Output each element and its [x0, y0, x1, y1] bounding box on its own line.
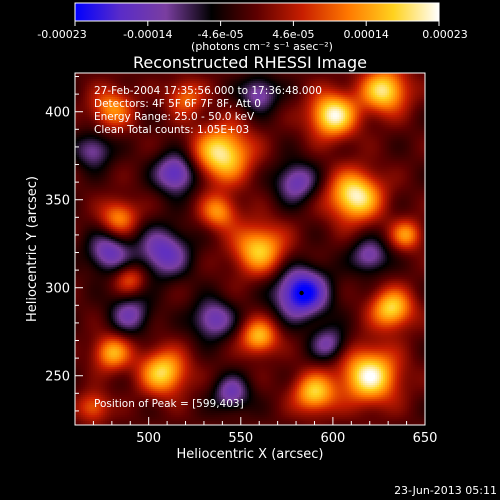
- y-tick-label: 400: [45, 106, 70, 121]
- y-axis-label: Heliocentric Y (arcsec): [25, 176, 40, 322]
- y-axis: 250 300 350 400: [45, 76, 83, 412]
- x-axis: 500 550 600 650: [74, 417, 438, 446]
- colorbar-tick-label: 0.00014: [343, 28, 389, 41]
- annotation-detectors: Detectors: 4F 5F 6F 7F 8F, Att 0: [94, 98, 261, 110]
- heatmap-image: [75, 73, 425, 425]
- colorbar-tick-label: -4.6e-05: [197, 28, 243, 41]
- plot-frame: [74, 72, 426, 426]
- colorbar-tick-label: 4.6e-05: [272, 28, 314, 41]
- x-tick-label: 550: [228, 431, 253, 446]
- annotation-clean-counts: Clean Total counts: 1.05E+03: [94, 124, 249, 136]
- annotation-energy-range: Energy Range: 25.0 - 50.0 keV: [94, 111, 255, 123]
- colorbar-tick-label: -0.00023: [37, 28, 86, 41]
- marker-layer: [299, 290, 304, 296]
- x-tick-label: 600: [320, 431, 345, 446]
- colorbar-tick-label: 0.00023: [422, 28, 468, 41]
- y-tick-label: 300: [45, 282, 70, 297]
- colorbar: [74, 2, 440, 22]
- peak-marker: [299, 290, 304, 296]
- footer-timestamp: 23-Jun-2013 05:11: [394, 484, 497, 497]
- x-tick-label: 650: [413, 431, 438, 446]
- colorbar-tick-label: -0.00014: [123, 28, 172, 41]
- x-tick-label: 500: [136, 431, 161, 446]
- y-tick-label: 250: [45, 370, 70, 385]
- peak-position-label: Position of Peak = [599,403]: [94, 398, 244, 410]
- colorbar-ticks: [74, 21, 440, 26]
- y-tick-label: 350: [45, 194, 70, 209]
- chart-title: Reconstructed RHESSI Image: [133, 53, 367, 72]
- colorbar-unit-label: (photons cm⁻² s⁻¹ asec⁻²): [191, 40, 333, 53]
- x-axis-label: Heliocentric X (arcsec): [177, 447, 324, 462]
- annotation-time-range: 27-Feb-2004 17:35:56.000 to 17:36:48.000: [94, 85, 322, 97]
